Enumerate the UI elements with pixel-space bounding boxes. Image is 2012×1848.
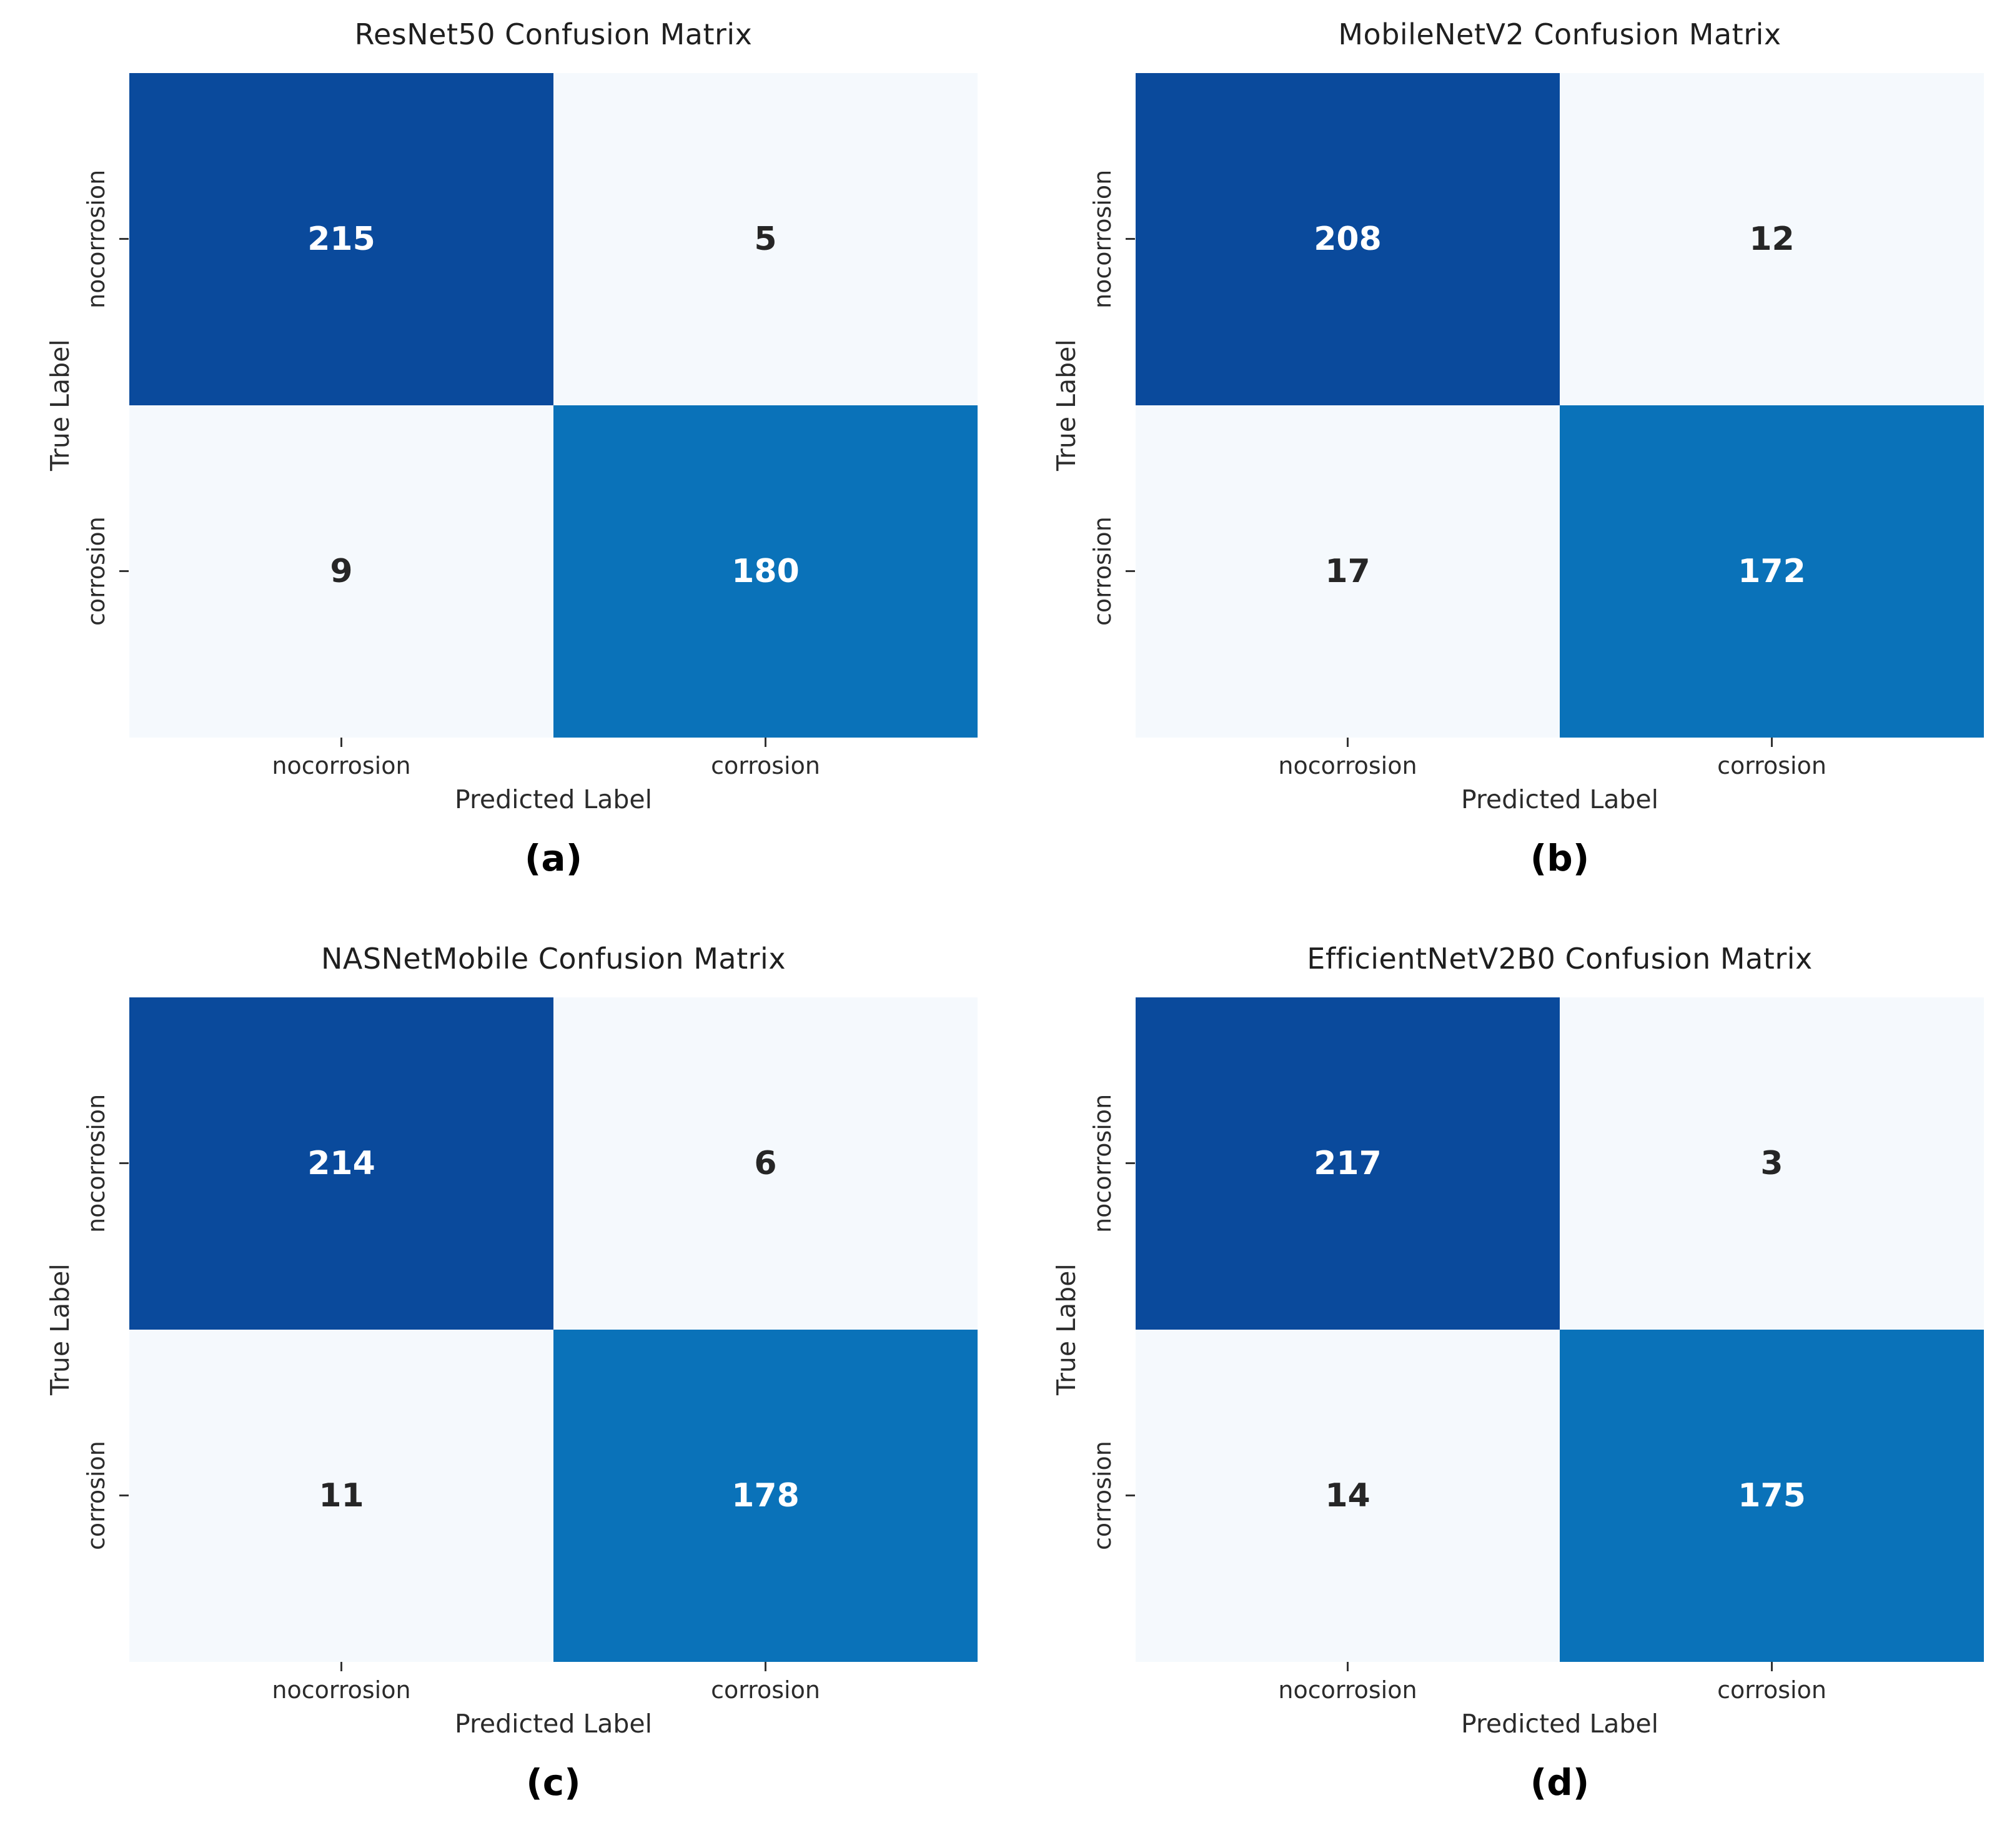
x-tick-label-corrosion: corrosion — [711, 1676, 820, 1704]
y-tick-mark — [119, 238, 129, 240]
panel-caption: (d) — [1530, 1761, 1590, 1804]
x-tick-mark — [1771, 738, 1773, 747]
y-tick-mark — [119, 1495, 129, 1496]
cell-true-nocorrosion-pred-corrosion: 12 — [1560, 73, 1984, 405]
x-tick-label-nocorrosion: nocorrosion — [272, 752, 411, 779]
x-axis-label: Predicted Label — [454, 1709, 653, 1739]
x-tick-label-nocorrosion: nocorrosion — [1278, 752, 1417, 779]
x-tick-label-nocorrosion: nocorrosion — [272, 1676, 411, 1704]
x-tick-mark — [340, 738, 342, 747]
x-tick-label-corrosion: corrosion — [1717, 752, 1826, 779]
confusion-matrix-panel-c: NASNetMobile Confusion Matrix True Label… — [0, 924, 1006, 1848]
heatmap: 214 6 11 178 — [129, 997, 978, 1662]
x-tick-mark — [1347, 738, 1349, 747]
y-tick-label-nocorrosion: nocorrosion — [1089, 1094, 1116, 1233]
confusion-matrix-panel-d: EfficientNetV2B0 Confusion Matrix True L… — [1006, 924, 2012, 1848]
y-tick-mark — [119, 570, 129, 572]
confusion-matrix-panel-a: ResNet50 Confusion Matrix True Label noc… — [0, 0, 1006, 924]
y-tick-mark — [1126, 238, 1135, 240]
cell-true-nocorrosion-pred-corrosion: 5 — [553, 73, 978, 405]
panel-caption: (a) — [524, 837, 583, 879]
cell-true-corrosion-pred-nocorrosion: 14 — [1136, 1330, 1560, 1662]
cell-true-nocorrosion-pred-nocorrosion: 208 — [1136, 73, 1560, 405]
cell-true-corrosion-pred-corrosion: 178 — [553, 1330, 978, 1662]
cell-true-corrosion-pred-corrosion: 175 — [1560, 1330, 1984, 1662]
x-tick-mark — [340, 1662, 342, 1671]
x-tick-mark — [765, 738, 766, 747]
y-tick-mark — [1126, 1495, 1135, 1496]
y-tick-label-nocorrosion: nocorrosion — [82, 169, 110, 309]
y-axis-label: True Label — [45, 339, 75, 472]
cell-true-corrosion-pred-corrosion: 172 — [1560, 405, 1984, 738]
x-axis-label: Predicted Label — [1460, 784, 1659, 814]
y-axis-label: True Label — [45, 1263, 75, 1396]
confusion-matrix-panel-b: MobileNetV2 Confusion Matrix True Label … — [1006, 0, 2012, 924]
chart-title: MobileNetV2 Confusion Matrix — [1338, 17, 1782, 51]
panel-caption: (c) — [526, 1761, 581, 1804]
panel-caption: (b) — [1530, 837, 1590, 879]
x-tick-label-corrosion: corrosion — [1717, 1676, 1826, 1704]
heatmap: 215 5 9 180 — [129, 73, 978, 738]
cell-true-nocorrosion-pred-nocorrosion: 214 — [129, 997, 553, 1330]
y-tick-mark — [119, 1162, 129, 1164]
y-tick-mark — [1126, 570, 1135, 572]
y-axis-label: True Label — [1051, 1263, 1081, 1396]
chart-title: ResNet50 Confusion Matrix — [354, 17, 753, 51]
cell-true-corrosion-pred-nocorrosion: 9 — [129, 405, 553, 738]
heatmap: 217 3 14 175 — [1136, 997, 1984, 1662]
x-tick-label-nocorrosion: nocorrosion — [1278, 1676, 1417, 1704]
cell-true-nocorrosion-pred-nocorrosion: 215 — [129, 73, 553, 405]
y-tick-label-corrosion: corrosion — [1089, 516, 1116, 626]
y-tick-mark — [1126, 1162, 1135, 1164]
cell-true-corrosion-pred-nocorrosion: 11 — [129, 1330, 553, 1662]
y-tick-label-corrosion: corrosion — [1089, 1441, 1116, 1551]
cell-true-corrosion-pred-nocorrosion: 17 — [1136, 405, 1560, 738]
x-tick-mark — [765, 1662, 766, 1671]
y-tick-label-corrosion: corrosion — [82, 1441, 110, 1551]
cell-true-corrosion-pred-corrosion: 180 — [553, 405, 978, 738]
x-tick-mark — [1347, 1662, 1349, 1671]
cell-true-nocorrosion-pred-corrosion: 6 — [553, 997, 978, 1330]
chart-title: EfficientNetV2B0 Confusion Matrix — [1307, 942, 1813, 976]
heatmap: 208 12 17 172 — [1136, 73, 1984, 738]
y-tick-label-nocorrosion: nocorrosion — [1089, 169, 1116, 309]
x-tick-label-corrosion: corrosion — [711, 752, 820, 779]
x-axis-label: Predicted Label — [454, 784, 653, 814]
cell-true-nocorrosion-pred-corrosion: 3 — [1560, 997, 1984, 1330]
x-axis-label: Predicted Label — [1460, 1709, 1659, 1739]
cell-true-nocorrosion-pred-nocorrosion: 217 — [1136, 997, 1560, 1330]
chart-title: NASNetMobile Confusion Matrix — [320, 942, 786, 976]
y-axis-label: True Label — [1051, 339, 1081, 472]
y-tick-label-corrosion: corrosion — [82, 516, 110, 626]
x-tick-mark — [1771, 1662, 1773, 1671]
y-tick-label-nocorrosion: nocorrosion — [82, 1094, 110, 1233]
